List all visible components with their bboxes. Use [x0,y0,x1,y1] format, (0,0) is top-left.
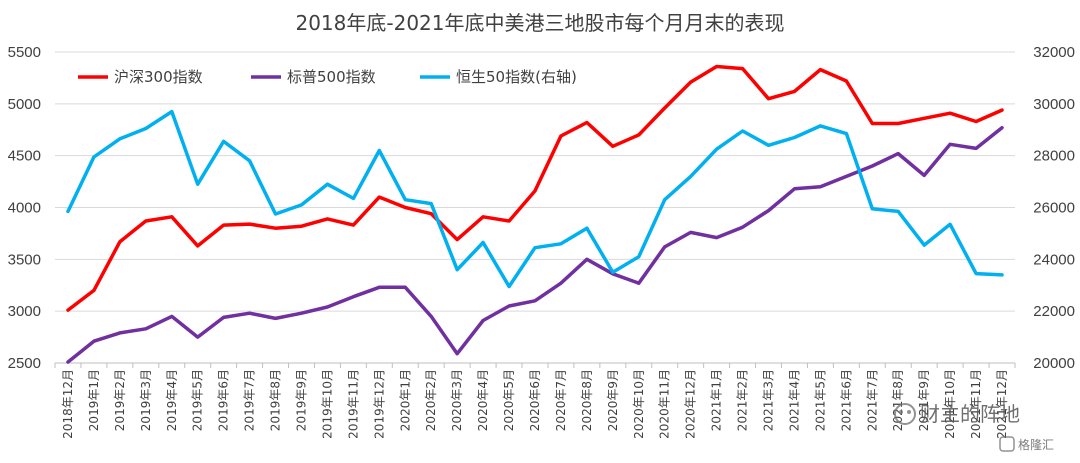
x-tick-label: 2021年3月 [762,369,776,431]
x-tick-label: 2021年2月 [736,369,750,431]
x-tick-label: 2021年10月 [943,369,957,439]
legend-label: 恒生50指数(右轴) [456,68,577,86]
right-tick-label: 26000 [1033,200,1075,217]
x-axis [54,362,1016,368]
watermark-logo-icon [894,403,916,425]
x-tick-label: 2021年6月 [839,369,853,431]
x-tick-label: 2021年1月 [710,369,724,431]
x-tick-label: 2020年2月 [424,369,438,431]
x-tick-label: 2019年11月 [346,369,360,439]
brand-text: 格隆汇 [1018,437,1054,452]
x-tick-label: 2019年8月 [269,369,283,431]
legend: 沪深300指数 标普500指数 恒生50指数(右轴) [78,68,577,86]
brand-logo-icon [999,436,1015,452]
x-tick-label: 2020年3月 [450,369,464,431]
x-tick-label: 2019年4月 [165,369,179,431]
x-tick-label: 2019年2月 [113,369,127,431]
right-axis-ticks: 20000 22000 24000 26000 28000 30000 32000 [1033,44,1075,372]
x-tick-label: 2021年11月 [969,369,983,439]
left-tick-label: 3500 [8,251,41,268]
x-tick-label: 2020年6月 [528,369,542,431]
series-line [66,125,1004,364]
x-tick-label: 2021年5月 [813,369,827,431]
right-tick-label: 24000 [1033,251,1075,268]
x-tick-label: 2019年9月 [294,369,308,431]
right-tick-label: 32000 [1033,44,1075,61]
left-tick-label: 5500 [8,44,41,61]
x-tick-label: 2021年12月 [995,369,1009,439]
x-tick-label: 2020年4月 [476,369,490,431]
series-line [66,64,1004,312]
left-tick-label: 3000 [8,303,41,320]
x-tick-label: 2020年5月 [502,369,516,431]
x-tick-label: 2020年11月 [658,369,672,439]
left-tick-label: 2500 [8,355,41,372]
x-tick-label: 2020年9月 [606,369,620,431]
left-tick-label: 4500 [8,148,41,165]
series-line [66,109,1004,289]
right-tick-label: 28000 [1033,148,1075,165]
x-tick-label: 2019年7月 [243,369,257,431]
right-tick-label: 20000 [1033,355,1075,372]
x-tick-label: 2021年7月 [865,369,879,431]
x-tick-label: 2019年6月 [217,369,231,431]
x-tick-label: 2020年12月 [684,369,698,439]
x-tick-label: 2018年12月 [61,369,75,439]
x-tick-label: 2020年1月 [398,369,412,431]
watermark: 财主的阵地 格隆汇 [894,402,1054,452]
x-tick-label: 2019年3月 [139,369,153,431]
x-tick-label: 2020年7月 [554,369,568,431]
left-axis-ticks: 2500 3000 3500 4000 4500 5000 5500 [8,44,41,372]
x-axis-ticks: 2018年12月 2019年1月 2019年2月 2019年3月 2019年4月 2019… [61,369,1009,439]
x-tick-label: 2019年1月 [87,369,101,431]
legend-label: 沪深300指数 [114,68,203,86]
chart-title: 2018年底-2021年底中美港三地股市每个月月末的表现 [295,11,784,35]
left-tick-label: 5000 [8,96,41,113]
legend-label: 标普500指数 [287,68,376,86]
watermark-text: 财主的阵地 [920,402,1020,426]
left-tick-label: 4000 [8,200,41,217]
x-tick-label: 2021年9月 [917,369,931,431]
right-tick-label: 22000 [1033,303,1075,320]
x-tick-label: 2021年4月 [787,369,801,431]
right-tick-label: 30000 [1033,96,1075,113]
x-tick-label: 2020年8月 [580,369,594,431]
x-tick-label: 2019年10月 [320,369,334,439]
series-lines [66,64,1004,364]
x-tick-label: 2020年10月 [632,369,646,439]
x-tick-label: 2019年5月 [191,369,205,431]
x-tick-label: 2019年12月 [372,369,386,439]
